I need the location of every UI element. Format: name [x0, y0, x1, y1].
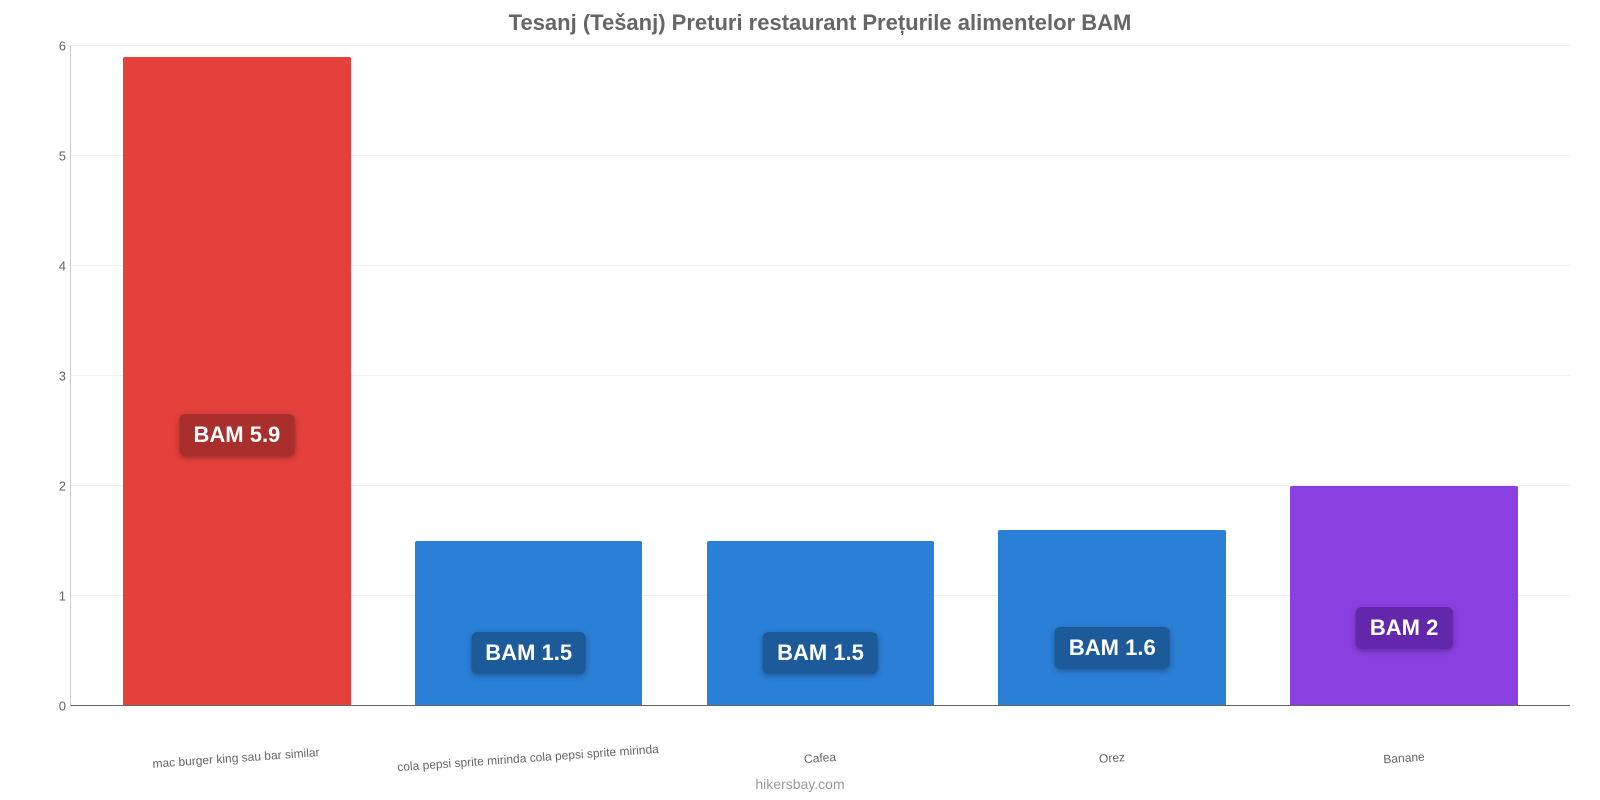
x-tick-label: Orez [966, 741, 1258, 775]
bar-slot: BAM 5.9 [91, 46, 383, 706]
y-tick-label: 6 [41, 39, 66, 54]
bar-value-label: BAM 2 [1356, 607, 1452, 649]
x-tick-label: Cafea [674, 741, 966, 775]
x-axis-labels: mac burger king sau bar similarcola peps… [70, 751, 1570, 765]
x-axis-baseline [71, 705, 1570, 706]
bar: BAM 1.5 [707, 541, 935, 706]
y-tick-label: 5 [41, 149, 66, 164]
bar-value-label: BAM 5.9 [179, 414, 294, 456]
bar-slot: BAM 2 [1258, 46, 1550, 706]
y-tick-label: 1 [41, 589, 66, 604]
bar-slot: BAM 1.6 [966, 46, 1258, 706]
plot-area: 0123456 BAM 5.9BAM 1.5BAM 1.5BAM 1.6BAM … [70, 46, 1570, 706]
source-attribution: hikersbay.com [0, 776, 1600, 792]
x-tick-label: cola pepsi sprite mirinda cola pepsi spr… [382, 741, 674, 775]
x-tick-label: Banane [1258, 741, 1550, 775]
bar: BAM 5.9 [123, 57, 351, 706]
bars-group: BAM 5.9 BAM 1.5 BAM 1.5 BAM 1.6 BAM 2 [71, 46, 1570, 706]
y-tick-label: 2 [41, 479, 66, 494]
y-tick-label: 4 [41, 259, 66, 274]
bar-value-label: BAM 1.6 [1055, 627, 1170, 669]
bar-value-label: BAM 1.5 [471, 632, 586, 674]
y-tick-label: 0 [41, 699, 66, 714]
bar: BAM 1.6 [998, 530, 1226, 706]
chart-container: Tesanj (Tešanj) Preturi restaurant Prețu… [0, 0, 1600, 800]
x-tick-label: mac burger king sau bar similar [90, 741, 382, 775]
bar-value-label: BAM 1.5 [763, 632, 878, 674]
y-tick-label: 3 [41, 369, 66, 384]
chart-title: Tesanj (Tešanj) Preturi restaurant Prețu… [70, 10, 1570, 36]
bar-slot: BAM 1.5 [383, 46, 675, 706]
bar-slot: BAM 1.5 [675, 46, 967, 706]
bar: BAM 2 [1290, 486, 1518, 706]
bar: BAM 1.5 [415, 541, 643, 706]
